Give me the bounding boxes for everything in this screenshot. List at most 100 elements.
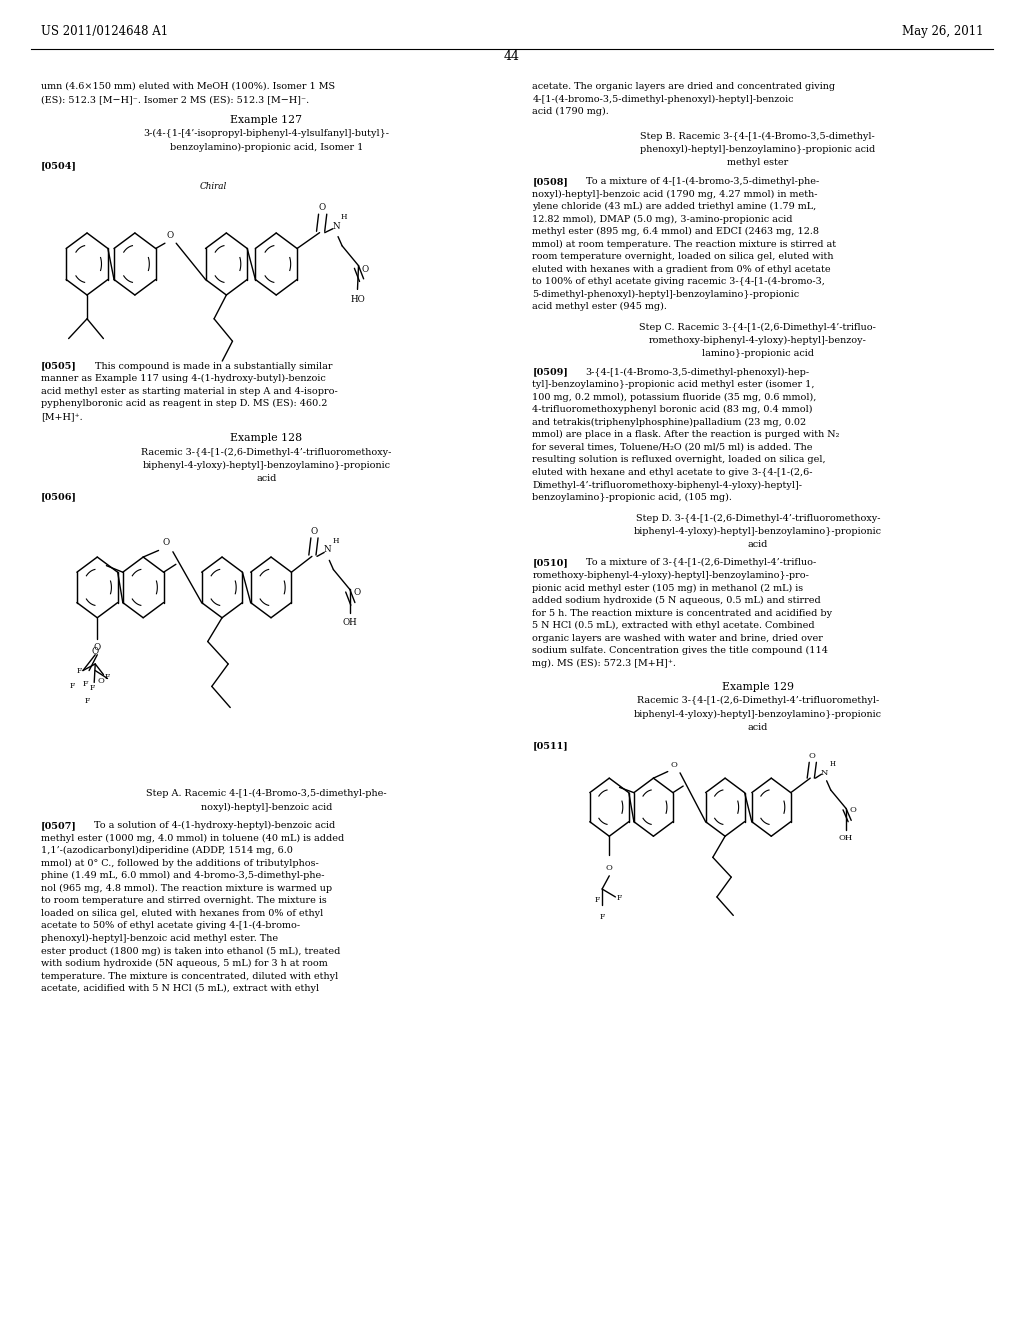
Text: O: O bbox=[167, 231, 174, 240]
Text: 4-trifluoromethoxyphenyl boronic acid (83 mg, 0.4 mmol): 4-trifluoromethoxyphenyl boronic acid (8… bbox=[532, 405, 813, 414]
Text: phenoxyl)-heptyl]-benzoic acid methyl ester. The: phenoxyl)-heptyl]-benzoic acid methyl es… bbox=[41, 935, 279, 942]
Text: benzoylamino}-propionic acid, (105 mg).: benzoylamino}-propionic acid, (105 mg). bbox=[532, 494, 732, 502]
Text: H: H bbox=[341, 213, 347, 220]
Text: noxyl)-heptyl]-benzoic acid: noxyl)-heptyl]-benzoic acid bbox=[201, 803, 332, 812]
Text: [0508]: [0508] bbox=[532, 177, 568, 186]
Text: OH: OH bbox=[342, 618, 357, 627]
Text: biphenyl-4-yloxy)-heptyl]-benzoylamino}-propionic: biphenyl-4-yloxy)-heptyl]-benzoylamino}-… bbox=[634, 710, 882, 718]
Text: O: O bbox=[92, 647, 98, 656]
Text: [M+H]⁺.: [M+H]⁺. bbox=[41, 412, 83, 421]
Text: benzoylamino)-propionic acid, Isomer 1: benzoylamino)-propionic acid, Isomer 1 bbox=[170, 143, 362, 152]
Text: manner as Example 117 using 4-(1-hydroxy-butyl)-benzoic: manner as Example 117 using 4-(1-hydroxy… bbox=[41, 375, 326, 383]
Text: phine (1.49 mL, 6.0 mmol) and 4-bromo-3,5-dimethyl-phe-: phine (1.49 mL, 6.0 mmol) and 4-bromo-3,… bbox=[41, 871, 325, 880]
Text: HO: HO bbox=[350, 296, 365, 305]
Text: ester product (1800 mg) is taken into ethanol (5 mL), treated: ester product (1800 mg) is taken into et… bbox=[41, 946, 340, 956]
Text: F: F bbox=[599, 913, 605, 921]
Text: [0504]: [0504] bbox=[41, 161, 77, 170]
Text: acetate to 50% of ethyl acetate giving 4-[1-(4-bromo-: acetate to 50% of ethyl acetate giving 4… bbox=[41, 921, 300, 931]
Text: O: O bbox=[606, 865, 612, 873]
Text: Step A. Racemic 4-[1-(4-Bromo-3,5-dimethyl-phe-: Step A. Racemic 4-[1-(4-Bromo-3,5-dimeth… bbox=[146, 789, 386, 799]
Text: Chiral: Chiral bbox=[200, 182, 227, 191]
Text: loaded on silica gel, eluted with hexanes from 0% of ethyl: loaded on silica gel, eluted with hexane… bbox=[41, 908, 324, 917]
Text: O: O bbox=[361, 265, 369, 275]
Text: O: O bbox=[850, 805, 857, 814]
Text: O: O bbox=[353, 587, 360, 597]
Text: acetate. The organic layers are dried and concentrated giving: acetate. The organic layers are dried an… bbox=[532, 82, 836, 91]
Text: methyl ester (1000 mg, 4.0 mmol) in toluene (40 mL) is added: methyl ester (1000 mg, 4.0 mmol) in tolu… bbox=[41, 834, 344, 842]
Text: 4-[1-(4-bromo-3,5-dimethyl-phenoxyl)-heptyl]-benzoic: 4-[1-(4-bromo-3,5-dimethyl-phenoxyl)-hep… bbox=[532, 95, 794, 103]
Text: for several times, Toluene/H₂O (20 ml/5 ml) is added. The: for several times, Toluene/H₂O (20 ml/5 … bbox=[532, 444, 813, 451]
Text: 3-(4-{1-[4’-isopropyl-biphenyl-4-ylsulfanyl]-butyl}-: 3-(4-{1-[4’-isopropyl-biphenyl-4-ylsulfa… bbox=[143, 129, 389, 139]
Text: O: O bbox=[310, 527, 317, 536]
Text: acid: acid bbox=[748, 723, 768, 731]
Text: Example 128: Example 128 bbox=[230, 433, 302, 444]
Text: 44: 44 bbox=[504, 50, 520, 63]
Text: Step C. Racemic 3-{4-[1-(2,6-Dimethyl-4’-trifluo-: Step C. Racemic 3-{4-[1-(2,6-Dimethyl-4’… bbox=[639, 323, 877, 331]
Text: 5 N HCl (0.5 mL), extracted with ethyl acetate. Combined: 5 N HCl (0.5 mL), extracted with ethyl a… bbox=[532, 622, 815, 630]
Text: O: O bbox=[162, 539, 169, 546]
Text: This compound is made in a substantially similar: This compound is made in a substantially… bbox=[95, 362, 333, 371]
Text: F: F bbox=[104, 673, 111, 681]
Text: Example 129: Example 129 bbox=[722, 682, 794, 692]
Text: 3-{4-[1-(4-Bromo-3,5-dimethyl-phenoxyl)-hep-: 3-{4-[1-(4-Bromo-3,5-dimethyl-phenoxyl)-… bbox=[586, 368, 810, 376]
Text: eluted with hexanes with a gradient from 0% of ethyl acetate: eluted with hexanes with a gradient from… bbox=[532, 264, 831, 273]
Text: [0506]: [0506] bbox=[41, 492, 77, 502]
Text: room temperature overnight, loaded on silica gel, eluted with: room temperature overnight, loaded on si… bbox=[532, 252, 834, 261]
Text: romethoxy-biphenyl-4-yloxy)-heptyl]-benzoy-: romethoxy-biphenyl-4-yloxy)-heptyl]-benz… bbox=[649, 337, 866, 345]
Text: F: F bbox=[594, 895, 600, 904]
Text: sodium sulfate. Concentration gives the title compound (114: sodium sulfate. Concentration gives the … bbox=[532, 647, 828, 655]
Text: biphenyl-4-yloxy)-heptyl]-benzoylamino}-propionic: biphenyl-4-yloxy)-heptyl]-benzoylamino}-… bbox=[634, 527, 882, 536]
Text: H: H bbox=[332, 536, 339, 545]
Text: with sodium hydroxide (5N aqueous, 5 mL) for 3 h at room: with sodium hydroxide (5N aqueous, 5 mL)… bbox=[41, 958, 328, 968]
Text: resulting solution is refluxed overnight, loaded on silica gel,: resulting solution is refluxed overnight… bbox=[532, 455, 826, 465]
Text: O: O bbox=[318, 203, 326, 213]
Text: [0505]: [0505] bbox=[41, 362, 77, 371]
Text: N: N bbox=[821, 768, 828, 777]
Text: May 26, 2011: May 26, 2011 bbox=[901, 25, 983, 38]
Text: acid: acid bbox=[256, 474, 276, 483]
Text: added sodium hydroxide (5 N aqueous, 0.5 mL) and stirred: added sodium hydroxide (5 N aqueous, 0.5… bbox=[532, 597, 821, 605]
Text: F: F bbox=[89, 684, 95, 692]
Text: F: F bbox=[82, 680, 88, 688]
Text: 5-dimethyl-phenoxyl)-heptyl]-benzoylamino}-propionic: 5-dimethyl-phenoxyl)-heptyl]-benzoylamin… bbox=[532, 290, 800, 298]
Text: To a mixture of 4-[1-(4-bromo-3,5-dimethyl-phe-: To a mixture of 4-[1-(4-bromo-3,5-dimeth… bbox=[586, 177, 819, 186]
Text: Step D. 3-{4-[1-(2,6-Dimethyl-4’-trifluoromethoxy-: Step D. 3-{4-[1-(2,6-Dimethyl-4’-trifluo… bbox=[636, 513, 880, 523]
Text: F: F bbox=[84, 697, 90, 705]
Text: and tetrakis(triphenylphosphine)palladium (23 mg, 0.02: and tetrakis(triphenylphosphine)palladiu… bbox=[532, 418, 807, 426]
Text: eluted with hexane and ethyl acetate to give 3-{4-[1-(2,6-: eluted with hexane and ethyl acetate to … bbox=[532, 469, 813, 477]
Text: F: F bbox=[616, 894, 623, 903]
Text: mmol) at 0° C., followed by the additions of tributylphos-: mmol) at 0° C., followed by the addition… bbox=[41, 858, 318, 867]
Text: 100 mg, 0.2 mmol), potassium fluoride (35 mg, 0.6 mmol),: 100 mg, 0.2 mmol), potassium fluoride (3… bbox=[532, 393, 817, 401]
Text: acid methyl ester as starting material in step A and 4-isopro-: acid methyl ester as starting material i… bbox=[41, 387, 338, 396]
Text: H: H bbox=[829, 759, 836, 768]
Text: biphenyl-4-yloxy)-heptyl]-benzoylamino}-propionic: biphenyl-4-yloxy)-heptyl]-benzoylamino}-… bbox=[142, 461, 390, 470]
Text: 1,1’-(azodicarbonyl)diperidine (ADDP, 1514 mg, 6.0: 1,1’-(azodicarbonyl)diperidine (ADDP, 15… bbox=[41, 846, 293, 855]
Text: acetate, acidified with 5 N HCl (5 mL), extract with ethyl: acetate, acidified with 5 N HCl (5 mL), … bbox=[41, 985, 319, 993]
Text: lamino}-propionic acid: lamino}-propionic acid bbox=[701, 350, 814, 358]
Text: to room temperature and stirred overnight. The mixture is: to room temperature and stirred overnigh… bbox=[41, 896, 327, 906]
Text: N: N bbox=[324, 545, 331, 554]
Text: tyl]-benzoylamino}-propionic acid methyl ester (isomer 1,: tyl]-benzoylamino}-propionic acid methyl… bbox=[532, 380, 815, 389]
Text: pionic acid methyl ester (105 mg) in methanol (2 mL) is: pionic acid methyl ester (105 mg) in met… bbox=[532, 583, 804, 593]
Text: to 100% of ethyl acetate giving racemic 3-{4-[1-(4-bromo-3,: to 100% of ethyl acetate giving racemic … bbox=[532, 277, 825, 286]
Text: methyl ester (895 mg, 6.4 mmol) and EDCI (2463 mg, 12.8: methyl ester (895 mg, 6.4 mmol) and EDCI… bbox=[532, 227, 819, 236]
Text: Racemic 3-{4-[1-(2,6-Dimethyl-4’-trifluoromethoxy-: Racemic 3-{4-[1-(2,6-Dimethyl-4’-trifluo… bbox=[141, 447, 391, 457]
Text: [0511]: [0511] bbox=[532, 742, 568, 750]
Text: O: O bbox=[94, 643, 100, 652]
Text: organic layers are washed with water and brine, dried over: organic layers are washed with water and… bbox=[532, 634, 823, 643]
Text: F: F bbox=[76, 667, 82, 675]
Text: mmol) at room temperature. The reaction mixture is stirred at: mmol) at room temperature. The reaction … bbox=[532, 240, 837, 248]
Text: [0507]: [0507] bbox=[41, 821, 77, 830]
Text: O: O bbox=[671, 760, 677, 770]
Text: To a mixture of 3-{4-[1-(2,6-Dimethyl-4’-trifluo-: To a mixture of 3-{4-[1-(2,6-Dimethyl-4’… bbox=[586, 558, 816, 568]
Text: acid (1790 mg).: acid (1790 mg). bbox=[532, 107, 609, 116]
Text: umn (4.6×150 mm) eluted with MeOH (100%). Isomer 1 MS: umn (4.6×150 mm) eluted with MeOH (100%)… bbox=[41, 82, 335, 91]
Text: F: F bbox=[70, 682, 75, 690]
Text: OH: OH bbox=[839, 833, 853, 842]
Text: romethoxy-biphenyl-4-yloxy)-heptyl]-benzoylamino}-pro-: romethoxy-biphenyl-4-yloxy)-heptyl]-benz… bbox=[532, 572, 809, 579]
Text: phenoxyl)-heptyl]-benzoylamino}-propionic acid: phenoxyl)-heptyl]-benzoylamino}-propioni… bbox=[640, 145, 876, 154]
Text: methyl ester: methyl ester bbox=[727, 158, 788, 168]
Text: N: N bbox=[332, 222, 340, 231]
Text: O: O bbox=[809, 751, 816, 760]
Text: pyphenylboronic acid as reagent in step D. MS (ES): 460.2: pyphenylboronic acid as reagent in step … bbox=[41, 399, 328, 408]
